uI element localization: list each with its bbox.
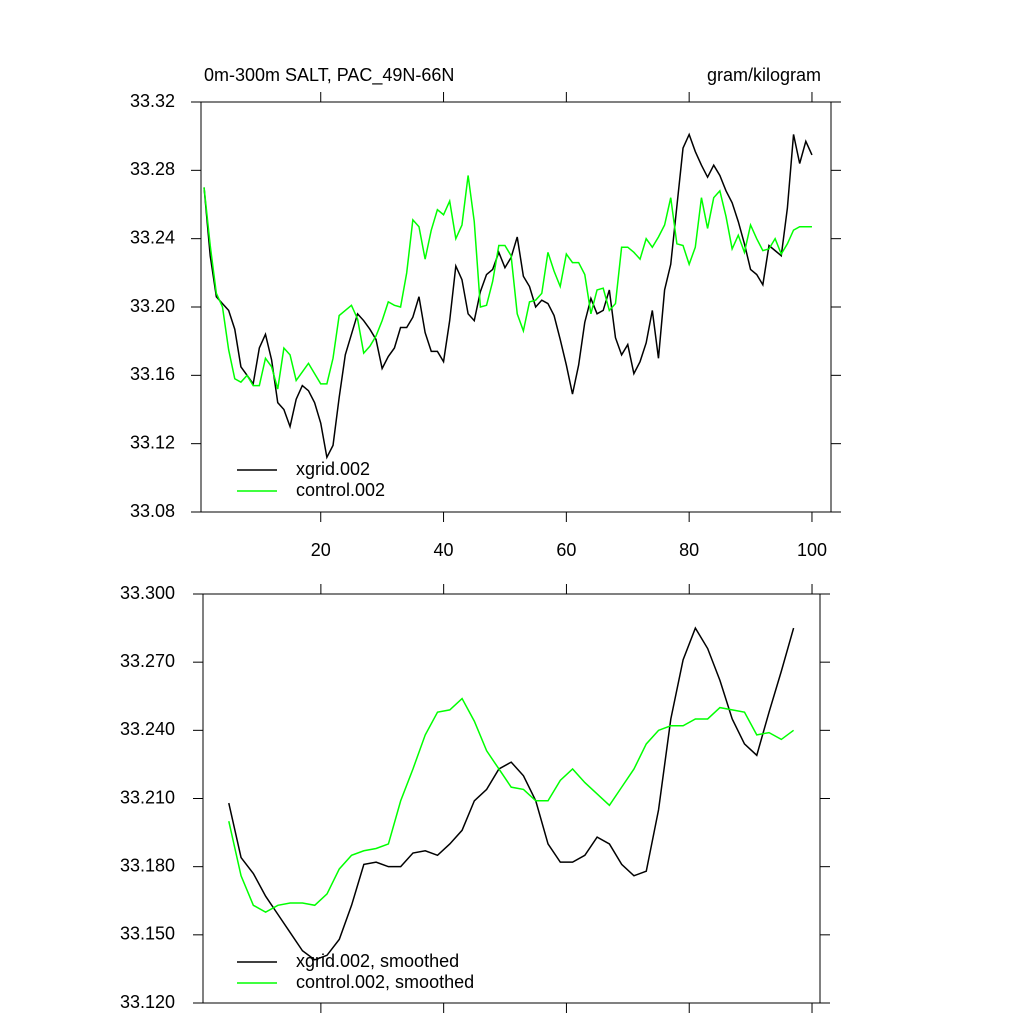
x-tick-label: 40 xyxy=(434,540,454,560)
y-tick-label: 33.16 xyxy=(130,364,175,384)
series-line xyxy=(203,175,812,390)
legend-label: control.002, smoothed xyxy=(296,972,474,992)
x-tick-label: 100 xyxy=(797,540,827,560)
series-line xyxy=(228,697,795,913)
y-tick-label: 33.08 xyxy=(130,501,175,521)
y-tick-label: 33.300 xyxy=(120,583,175,603)
y-tick-label: 33.20 xyxy=(130,296,175,316)
y-tick-label: 33.240 xyxy=(120,719,175,739)
y-tick-label: 33.12 xyxy=(130,432,175,452)
y-tick-label: 33.150 xyxy=(120,924,175,944)
y-tick-label: 33.180 xyxy=(120,855,175,875)
y-tick-label: 33.120 xyxy=(120,992,175,1012)
x-tick-label: 20 xyxy=(311,540,331,560)
units-label: gram/kilogram xyxy=(707,65,821,85)
y-tick-label: 33.24 xyxy=(130,227,175,247)
y-tick-label: 33.28 xyxy=(130,159,175,179)
x-tick-label: 60 xyxy=(556,540,576,560)
legend-label: control.002 xyxy=(296,480,385,500)
legend-label: xgrid.002, smoothed xyxy=(296,951,459,971)
x-tick-label: 80 xyxy=(679,540,699,560)
series-line xyxy=(203,132,813,460)
legend-label: xgrid.002 xyxy=(296,459,370,479)
chart-title: 0m-300m SALT, PAC_49N-66N xyxy=(204,65,454,86)
y-tick-label: 33.210 xyxy=(120,787,175,807)
y-tick-label: 33.270 xyxy=(120,651,175,671)
y-tick-label: 33.32 xyxy=(130,91,175,111)
series-line xyxy=(228,626,795,961)
